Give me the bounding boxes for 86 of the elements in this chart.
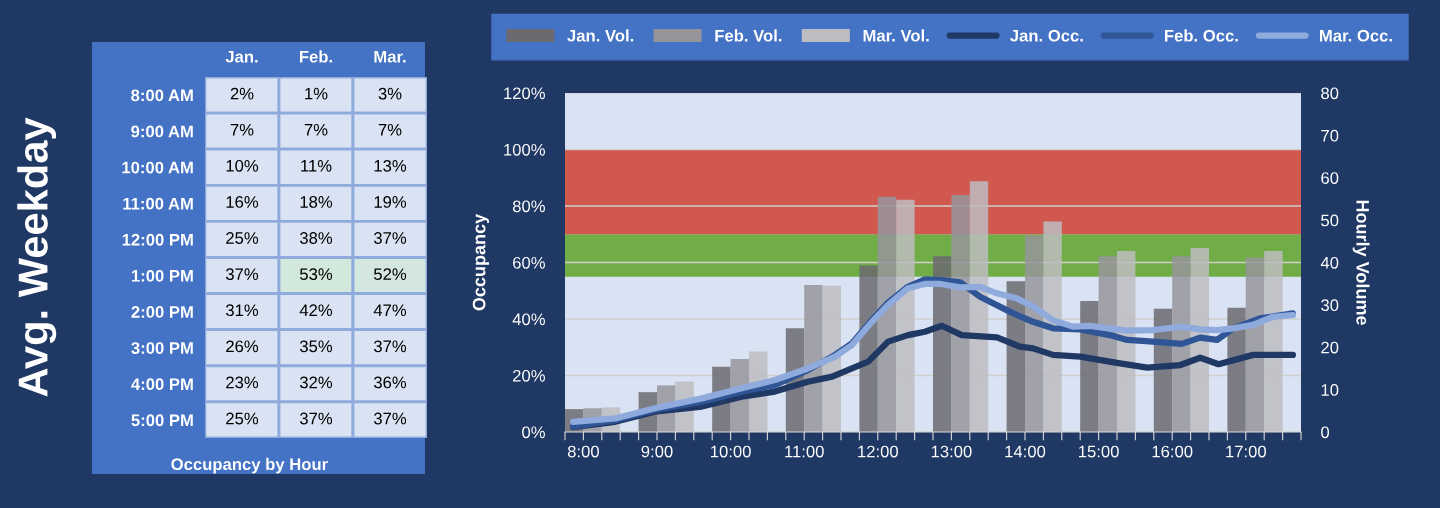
y2-tick-label: 0 xyxy=(1321,426,1330,439)
x-tick-label: 14:00 xyxy=(1005,445,1046,458)
bar xyxy=(969,181,989,432)
y-tick-label: 5:00 PM xyxy=(131,414,193,427)
data-label: 37% xyxy=(373,232,407,244)
data-label: 10% xyxy=(226,159,259,172)
x-tick-label: Jan. xyxy=(225,50,258,63)
data-label: 32% xyxy=(299,376,333,389)
data-label: 18% xyxy=(300,196,333,208)
y-tick-label: 9:00 AM xyxy=(131,125,193,138)
data-label: 37% xyxy=(373,340,407,353)
data-label: 13% xyxy=(374,159,407,172)
data-label: 42% xyxy=(299,304,333,317)
data-label: 53% xyxy=(299,268,333,281)
bar xyxy=(1043,221,1062,432)
y2-tick-label: 60 xyxy=(1321,172,1339,184)
data-label: 37% xyxy=(299,412,333,425)
y-axis-title: Avg. Weekday xyxy=(17,117,57,397)
data-label: 37% xyxy=(373,412,407,425)
y-tick-label: 4:00 PM xyxy=(131,378,193,391)
legend-label: Jan. Occ. xyxy=(1010,29,1083,42)
data-label: 3% xyxy=(378,87,402,100)
y-tick-label: 3:00 PM xyxy=(131,342,193,354)
x-tick-label: 12:00 xyxy=(858,445,898,458)
data-label: 1% xyxy=(305,87,328,100)
data-label: 2% xyxy=(230,87,254,100)
y-tick-label: 20% xyxy=(513,369,545,382)
x-tick-label: Feb. xyxy=(299,50,332,63)
y-tick-label: 60% xyxy=(513,256,545,269)
data-label: 31% xyxy=(225,304,259,317)
y2-tick-label: 50 xyxy=(1321,214,1339,227)
data-label: 25% xyxy=(226,232,259,244)
y2-tick-label: 80 xyxy=(1321,87,1339,100)
legend-label: Jan. Vol. xyxy=(567,29,634,42)
y2-tick-label: 30 xyxy=(1321,299,1339,312)
x-tick-label: 15:00 xyxy=(1079,445,1119,458)
legend-label: Feb. Occ. xyxy=(1165,29,1238,42)
y2-axis-title: Hourly Volume xyxy=(1352,200,1370,325)
data-label: 7% xyxy=(304,123,328,136)
x-tick-label: 16:00 xyxy=(1152,445,1193,458)
y-tick-label: 12:00 PM xyxy=(122,233,193,246)
y2-tick-label: 10 xyxy=(1321,384,1339,396)
y-tick-label: 40% xyxy=(512,313,545,326)
data-label: 36% xyxy=(373,376,407,389)
data-label: 7% xyxy=(378,123,402,136)
x-tick-label: 13:00 xyxy=(931,445,972,458)
data-label: 19% xyxy=(374,196,407,208)
x-axis-title: Occupancy by Hour xyxy=(171,457,328,474)
y2-tick-label: 20 xyxy=(1321,341,1339,354)
y-tick-label: 120% xyxy=(504,87,545,100)
data-label: 25% xyxy=(226,412,259,425)
data-label: 38% xyxy=(299,232,333,244)
data-label: 35% xyxy=(299,340,333,353)
x-tick-label: 8:00 xyxy=(567,445,599,458)
data-label: 37% xyxy=(225,268,259,281)
data-label: 11% xyxy=(301,159,332,172)
y-axis-title: Occupancy xyxy=(472,213,490,311)
x-tick-label: 11:00 xyxy=(785,445,824,458)
data-label: 26% xyxy=(226,340,259,353)
bar xyxy=(877,196,897,432)
y-tick-label: 2:00 PM xyxy=(131,306,193,318)
y-tick-label: 1:00 PM xyxy=(131,269,193,282)
data-label: 47% xyxy=(373,304,407,317)
y-tick-label: 80% xyxy=(512,200,545,213)
legend-label: Feb. Vol. xyxy=(715,29,782,42)
data-label: 7% xyxy=(230,123,254,136)
legend-label: Mar. Vol. xyxy=(863,29,929,42)
y2-tick-label: 70 xyxy=(1321,129,1339,142)
x-tick-label: 10:00 xyxy=(711,445,751,458)
bar xyxy=(804,284,823,432)
data-label: 16% xyxy=(226,196,259,208)
y2-tick-label: 40 xyxy=(1320,256,1339,269)
y-tick-label: 8:00 AM xyxy=(131,89,193,102)
bar xyxy=(1264,251,1283,432)
y-tick-label: 10:00 AM xyxy=(122,161,193,174)
data-label: 52% xyxy=(373,268,407,281)
y-tick-label: 11:00 AM xyxy=(123,197,193,210)
legend-label: Mar. Occ. xyxy=(1320,29,1392,42)
x-tick-label: 9:00 xyxy=(641,445,673,458)
data-label: 23% xyxy=(226,376,259,389)
bar xyxy=(896,199,915,432)
bar xyxy=(951,195,970,432)
x-tick-label: 17:00 xyxy=(1226,445,1266,458)
y-tick-label: 100% xyxy=(504,143,545,156)
x-tick-label: Mar. xyxy=(374,50,406,63)
y-tick-label: 0% xyxy=(522,426,545,439)
